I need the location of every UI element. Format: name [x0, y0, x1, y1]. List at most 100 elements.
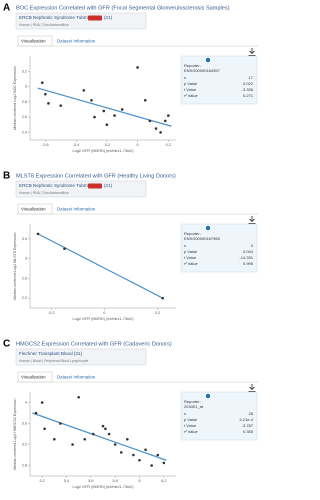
info-icon — [205, 57, 211, 63]
stat-value: 17 — [249, 75, 254, 80]
download-icon[interactable] — [248, 48, 256, 56]
stat-label: n — [184, 243, 186, 248]
point — [91, 432, 95, 436]
stat-label: p Value — [184, 81, 198, 86]
y-tick-label: 2.6 — [22, 276, 27, 280]
point — [113, 114, 116, 117]
dataset-badge — [88, 15, 102, 21]
x-tick-label: 6.2 — [161, 479, 166, 483]
point — [126, 437, 129, 441]
x-tick-label: 0.2 — [166, 143, 171, 147]
stats-box — [180, 391, 258, 441]
point — [132, 453, 135, 457]
x-tick-label: -0.2 — [104, 143, 111, 147]
point — [119, 451, 123, 454]
point — [148, 119, 152, 123]
tab[interactable]: Visualization — [21, 375, 46, 380]
reporter-label: Reporter: — [184, 399, 201, 404]
x-tick-label: 5.8 — [113, 479, 118, 483]
x-axis-label: Log2 GFR (MDRD) (ml/min/1.73m2) — [73, 317, 135, 321]
dataset-count: (21) — [104, 15, 113, 20]
point — [83, 437, 87, 441]
panel-title: BOC Expression Correlated with GFR (Foca… — [16, 5, 230, 11]
point — [77, 395, 80, 399]
point — [150, 464, 153, 467]
stat-value: -3.336 — [242, 87, 254, 92]
dataset-box — [15, 348, 147, 366]
dataset-box — [15, 12, 147, 30]
x-tick-label: 5.6 — [88, 479, 93, 483]
point — [34, 411, 38, 415]
point — [53, 437, 56, 441]
point — [43, 427, 46, 431]
x-tick-label: 0 — [103, 311, 105, 315]
y-tick-label: 2.8 — [22, 464, 27, 468]
point — [59, 104, 63, 107]
y-axis-label: Median-centered Log2 BOC Expression — [13, 66, 17, 130]
tab[interactable]: Dataset Information — [57, 207, 96, 212]
dataset-note: Human | RNA | Tubulointerstitium — [19, 23, 69, 27]
stat-label: t Value — [184, 255, 197, 260]
panel: A BOC Expression Correlated with GFR (Foc… — [3, 3, 258, 153]
stat-value: 0.995 — [243, 261, 254, 266]
x-tick-label: -0.6 — [42, 143, 49, 147]
tab[interactable]: Dataset Information — [57, 375, 96, 380]
reporter-id: ENSG00000164357 — [184, 68, 221, 73]
x-axis-label: Log2 GFR (MDRD) (ml/min/1.73m2) — [73, 485, 135, 489]
point — [105, 123, 109, 127]
y-tick-label: 2.8 — [22, 100, 27, 104]
dataset-note: Human | RNA | Tubulointerstitium — [19, 191, 69, 195]
tab-active — [17, 371, 53, 383]
tab[interactable]: Visualization — [21, 39, 46, 44]
download-icon[interactable] — [248, 216, 256, 224]
page: {"chart_data": [ {"type": "scatter", "pa… — [3, 2, 258, 489]
y-tick-label: 3 — [25, 85, 27, 89]
point — [40, 401, 44, 404]
panel-title: MLST8 Expression Correlated with GFR (He… — [16, 173, 176, 179]
dataset-note: Human | Blood | Peripheral Blood Lymphoc… — [19, 359, 88, 363]
point — [138, 458, 141, 462]
regression-line — [37, 233, 164, 299]
point — [136, 66, 139, 69]
stat-value: 0.355 — [243, 429, 254, 434]
stat-value: 3 — [251, 243, 254, 248]
stat-label: p Value — [184, 417, 198, 422]
download-icon[interactable] — [248, 384, 256, 392]
point — [59, 422, 62, 425]
y-tick-label: 3.4 — [22, 237, 27, 241]
stat-label: r² Value — [184, 429, 198, 434]
tab-active — [17, 35, 53, 47]
y-tick-label: 3.6 — [22, 422, 27, 426]
x-tick-label: 5.2 — [40, 479, 45, 483]
point — [36, 232, 40, 236]
y-tick-label: 3 — [25, 257, 27, 261]
point — [101, 424, 105, 428]
point — [71, 443, 74, 446]
dataset-box — [15, 180, 147, 198]
x-tick-label: 6 — [138, 479, 140, 483]
dataset-badge — [88, 183, 102, 189]
point — [47, 102, 50, 105]
point — [159, 131, 162, 134]
tab[interactable]: Dataset Information — [57, 39, 96, 44]
y-tick-label: 3.2 — [22, 69, 27, 73]
y-tick-label: 3.2 — [22, 443, 27, 447]
dataset-name: ERCB Nephrotic Syndrome TubInt — [19, 15, 90, 20]
point — [104, 427, 107, 431]
stat-value: 0.271 — [243, 93, 254, 98]
y-tick-label: 4 — [25, 401, 27, 405]
point — [40, 81, 44, 85]
point — [44, 92, 47, 96]
point — [107, 432, 111, 436]
point — [102, 109, 106, 113]
stat-value: 3.21e-4 — [239, 417, 253, 422]
tab-active — [17, 203, 53, 215]
point — [90, 98, 93, 102]
tab[interactable]: Visualization — [21, 207, 46, 212]
panel-label: C — [3, 339, 10, 350]
stat-value: 0.022 — [243, 81, 254, 86]
point — [163, 119, 167, 123]
y-tick-label: 2.2 — [22, 296, 27, 300]
x-tick-label: -0.4 — [73, 143, 80, 147]
info-icon — [205, 225, 211, 231]
